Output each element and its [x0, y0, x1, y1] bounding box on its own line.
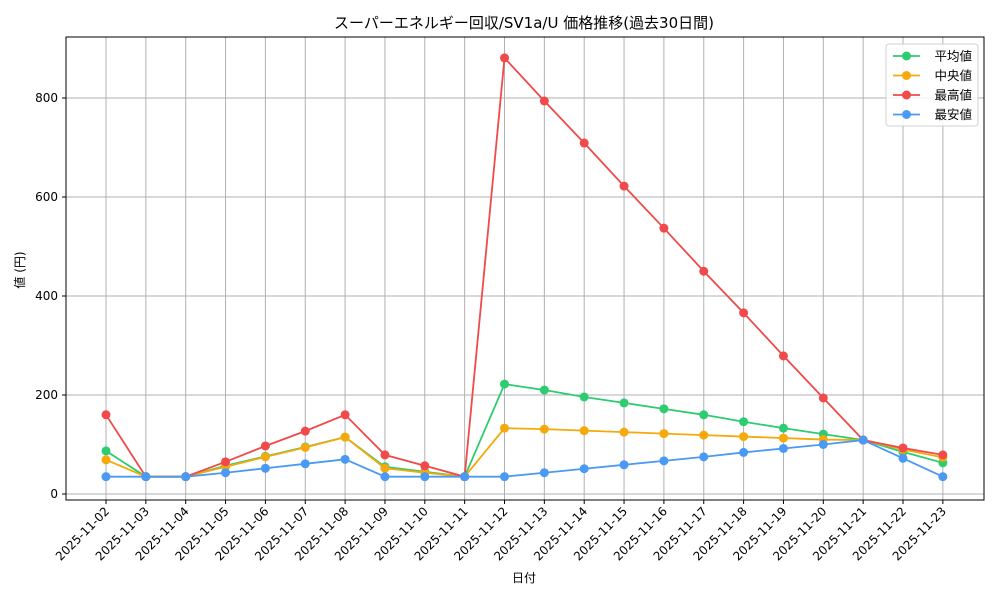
data-point [539, 96, 549, 106]
data-point [340, 454, 350, 464]
data-point [300, 442, 310, 452]
data-point [778, 443, 788, 453]
data-point [500, 379, 509, 389]
data-point [818, 393, 828, 403]
legend-item: 最安値 [893, 107, 972, 122]
grid [66, 37, 984, 500]
data-point [739, 308, 749, 318]
y-axis: 0 200 400 600 800 [35, 91, 66, 501]
y-tick-label: 400 [35, 289, 58, 303]
data-point [579, 426, 589, 436]
data-point [699, 452, 709, 462]
data-point [778, 351, 788, 361]
data-point [739, 447, 749, 457]
data-point [460, 472, 470, 482]
data-point [739, 432, 749, 442]
data-point [619, 398, 629, 408]
data-point [260, 463, 270, 473]
chart-title: スーパーエネルギー回収/SV1a/U 価格推移(過去30日間) [334, 14, 714, 32]
y-tick-label: 800 [35, 91, 58, 105]
data-point [938, 472, 948, 482]
data-point [101, 410, 111, 420]
data-point [300, 459, 310, 469]
series-最安値 [101, 435, 948, 482]
data-point [141, 472, 151, 482]
data-point [340, 432, 350, 442]
data-point [181, 472, 191, 482]
y-tick-label: 200 [35, 388, 58, 402]
data-point [539, 468, 549, 478]
data-point [380, 472, 390, 482]
data-point [778, 433, 788, 443]
data-point [300, 426, 310, 436]
data-point [500, 53, 509, 63]
svg-text:平均値: 平均値 [934, 49, 972, 64]
data-point [659, 404, 669, 414]
data-point [579, 138, 589, 148]
data-point [221, 457, 231, 467]
y-tick-label: 600 [35, 190, 58, 204]
data-point [739, 417, 749, 427]
legend-item: 最高値 [893, 88, 972, 103]
data-point [619, 427, 629, 437]
svg-text:最高値: 最高値 [934, 88, 972, 103]
svg-text:中央値: 中央値 [934, 68, 972, 83]
data-point [699, 266, 709, 276]
data-point [500, 472, 509, 482]
data-point [818, 440, 828, 449]
data-point [380, 463, 390, 473]
data-point [539, 424, 549, 434]
data-point [340, 410, 350, 420]
legend-item: 中央値 [893, 68, 972, 83]
data-point [659, 429, 669, 439]
x-axis: 2025-11-022025-11-032025-11-042025-11-05… [53, 500, 949, 563]
data-point [260, 441, 270, 451]
data-point [101, 455, 111, 465]
data-point [420, 472, 430, 482]
data-point [260, 452, 270, 462]
data-point [659, 456, 669, 466]
data-point [858, 435, 868, 445]
y-axis-label: 値 (円) [12, 251, 27, 288]
data-point [500, 423, 509, 433]
data-point [579, 392, 589, 402]
data-point [898, 443, 908, 453]
data-point [898, 453, 908, 463]
data-point [699, 430, 709, 440]
data-point [101, 446, 111, 456]
data-point [539, 385, 549, 395]
svg-text:最安値: 最安値 [934, 107, 972, 122]
x-axis-label: 日付 [512, 571, 536, 585]
data-point [659, 223, 669, 233]
data-point [420, 461, 430, 471]
data-point [101, 472, 111, 482]
data-point [619, 460, 629, 470]
data-point [380, 450, 390, 460]
data-point [619, 181, 629, 191]
legend-item: 平均値 [893, 49, 972, 64]
series-最高値 [101, 53, 948, 482]
data-point [579, 464, 589, 474]
data-point [221, 468, 231, 478]
data-point [699, 410, 709, 420]
plot-area [65, 36, 985, 501]
data-point [938, 450, 948, 460]
series-lines [101, 53, 948, 482]
data-point [778, 423, 788, 433]
y-tick-label: 0 [50, 487, 58, 501]
